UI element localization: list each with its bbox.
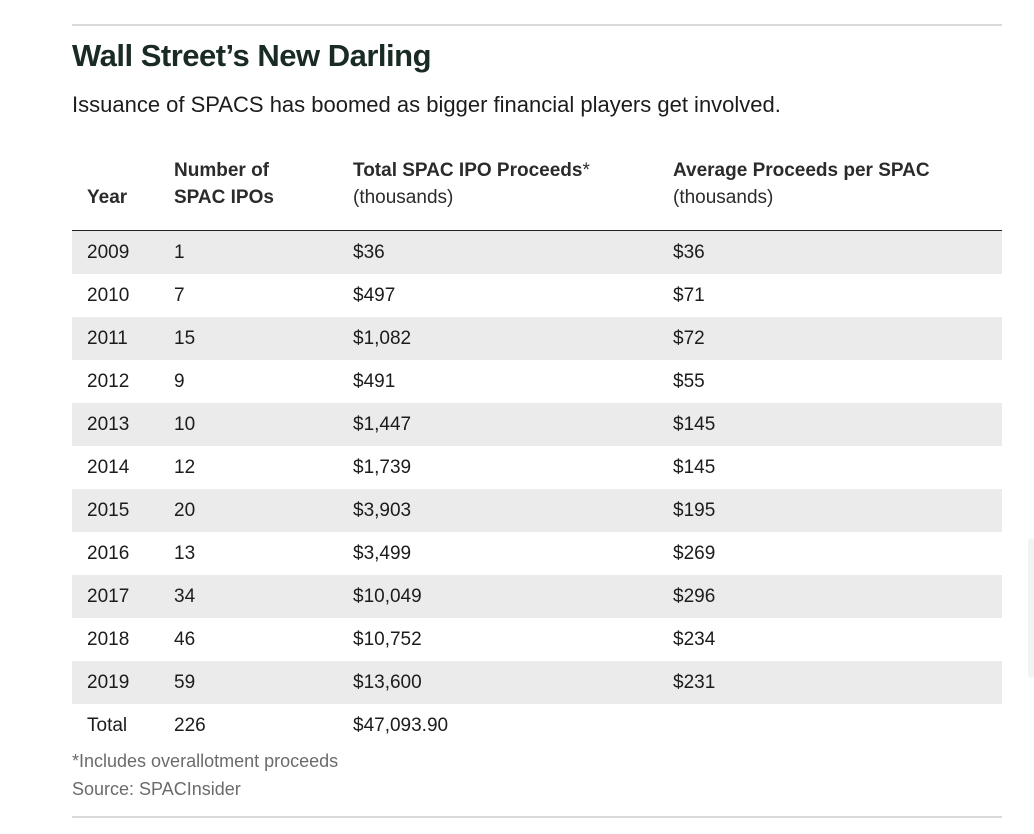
cell-total: $10,752 <box>353 628 422 650</box>
footnote: *Includes overallotment proceeds <box>72 751 339 771</box>
cell-avg: $71 <box>673 284 705 306</box>
table-row: 2010 7 $497 $71 <box>72 274 1002 317</box>
cell-year: 2013 <box>72 403 174 446</box>
top-divider <box>72 24 1002 26</box>
cell-total: $36 <box>353 230 673 274</box>
cell-count: 13 <box>174 542 196 564</box>
cell-avg <box>673 704 1002 747</box>
spac-table: Year Number of SPAC IPOs Total SPAC IPO … <box>72 138 1002 747</box>
header-avg-line1: Average Proceeds per SPAC <box>673 160 930 181</box>
table-row: 2019 59 $13,600 $231 <box>72 661 1002 704</box>
source-note: Source: SPACInsider <box>72 779 241 799</box>
table-row: 2013 10 $1,447 $145 <box>72 403 1002 446</box>
cell-avg: $231 <box>673 661 1002 704</box>
cell-count: 12 <box>174 456 196 478</box>
cell-total: $1,082 <box>353 317 673 360</box>
cell-total: $13,600 <box>353 661 673 704</box>
cell-count: 15 <box>174 317 353 360</box>
cell-total: $1,447 <box>353 403 673 446</box>
table-header-row: Year Number of SPAC IPOs Total SPAC IPO … <box>72 138 1002 231</box>
header-total: Total SPAC IPO Proceeds* (thousands) <box>353 138 673 231</box>
cell-count: 226 <box>174 714 206 736</box>
cell-year: Total <box>87 714 128 736</box>
cell-total: $1,739 <box>353 456 412 478</box>
header-year: Year <box>72 138 174 231</box>
header-total-marker: * <box>582 160 590 181</box>
cell-avg: $296 <box>673 575 1002 618</box>
table-total-row: Total 226 $47,093.90 <box>72 704 1002 747</box>
cell-year: 2015 <box>72 489 174 532</box>
table-row: 2018 46 $10,752 $234 <box>72 618 1002 661</box>
cell-year: 2017 <box>72 575 174 618</box>
header-year-label: Year <box>87 187 128 208</box>
cell-avg: $234 <box>673 628 716 650</box>
cell-avg: $195 <box>673 489 1002 532</box>
cell-count: 9 <box>174 370 185 392</box>
table-row: 2011 15 $1,082 $72 <box>72 317 1002 360</box>
cell-year: 2014 <box>87 456 130 478</box>
header-avg-line2: (thousands) <box>673 187 774 208</box>
cell-total: $3,903 <box>353 489 673 532</box>
header-count: Number of SPAC IPOs <box>174 138 353 231</box>
cell-total: $497 <box>353 284 396 306</box>
cell-year: 2016 <box>87 542 130 564</box>
table-row: 2016 13 $3,499 $269 <box>72 532 1002 575</box>
cell-year: 2009 <box>72 230 174 274</box>
header-total-line2: (thousands) <box>353 187 454 208</box>
cell-avg: $269 <box>673 542 716 564</box>
table-row: 2015 20 $3,903 $195 <box>72 489 1002 532</box>
header-avg: Average Proceeds per SPAC (thousands) <box>673 138 1002 231</box>
cell-count: 10 <box>174 403 353 446</box>
bottom-divider <box>72 816 1002 818</box>
cell-count: 59 <box>174 661 353 704</box>
header-total-line1: Total SPAC IPO Proceeds <box>353 160 583 181</box>
page-title: Wall Street’s New Darling <box>72 38 432 73</box>
cell-count: 1 <box>174 230 353 274</box>
cell-avg: $145 <box>673 456 716 478</box>
cell-count: 7 <box>174 284 185 306</box>
cell-avg: $55 <box>673 370 705 392</box>
page-subtitle: Issuance of SPACS has boomed as bigger f… <box>72 92 781 117</box>
header-count-line2: SPAC IPOs <box>174 187 274 208</box>
cell-total: $47,093.90 <box>353 714 449 736</box>
table-row: 2012 9 $491 $55 <box>72 360 1002 403</box>
header-count-line1: Number of <box>174 160 269 181</box>
cell-total: $3,499 <box>353 542 412 564</box>
cell-total: $10,049 <box>353 575 673 618</box>
table-row: 2017 34 $10,049 $296 <box>72 575 1002 618</box>
cell-year: 2019 <box>72 661 174 704</box>
table-row: 2009 1 $36 $36 <box>72 230 1002 274</box>
table-row: 2014 12 $1,739 $145 <box>72 446 1002 489</box>
cell-year: 2011 <box>72 317 174 360</box>
cell-year: 2018 <box>87 628 130 650</box>
cell-avg: $36 <box>673 230 1002 274</box>
cell-avg: $72 <box>673 317 1002 360</box>
cell-count: 34 <box>174 575 353 618</box>
cell-year: 2010 <box>87 284 130 306</box>
scrollbar-track[interactable] <box>1028 538 1034 678</box>
cell-year: 2012 <box>87 370 130 392</box>
cell-total: $491 <box>353 370 396 392</box>
cell-count: 20 <box>174 489 353 532</box>
cell-count: 46 <box>174 628 196 650</box>
cell-avg: $145 <box>673 403 1002 446</box>
